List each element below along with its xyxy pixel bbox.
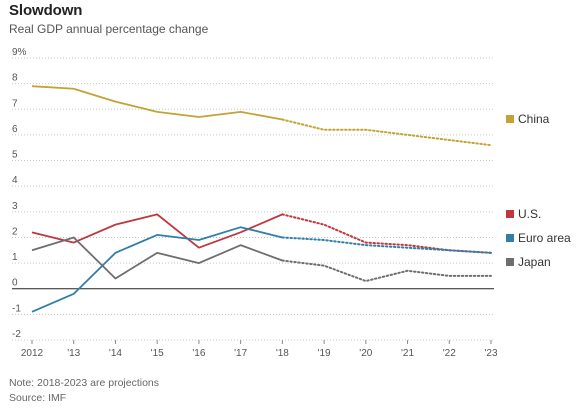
projection-note: Note: 2018-2023 are projections bbox=[9, 377, 160, 389]
x-tick-label: '14 bbox=[109, 348, 122, 359]
series-lines bbox=[31, 85, 492, 313]
x-tick-label: '13 bbox=[67, 348, 80, 359]
source-note: Source: IMF bbox=[9, 392, 67, 404]
y-tick-label: 9% bbox=[12, 47, 27, 58]
legend-swatch-japan bbox=[506, 258, 514, 266]
y-tick-label: 7 bbox=[12, 98, 18, 109]
y-tick-label: 2 bbox=[12, 226, 18, 237]
grid bbox=[12, 57, 494, 341]
x-tick-label: '22 bbox=[443, 348, 456, 359]
series-line-euro-area-actual bbox=[31, 226, 283, 313]
y-tick-label: 5 bbox=[12, 150, 18, 161]
x-tick-label: 2012 bbox=[21, 348, 44, 359]
y-tick-label: -1 bbox=[12, 303, 21, 314]
x-tick-label: '18 bbox=[276, 348, 289, 359]
series-line-japan-actual bbox=[31, 236, 283, 280]
x-tick-label: '16 bbox=[192, 348, 205, 359]
legend-label-china: China bbox=[518, 112, 550, 126]
y-tick-label: -2 bbox=[12, 329, 21, 340]
legend-label-japan: Japan bbox=[518, 255, 551, 269]
legend-swatch-euro-area bbox=[506, 234, 514, 242]
chart-footnotes: Note: 2018-2023 are projections Source: … bbox=[9, 376, 159, 406]
y-tick-label: 6 bbox=[12, 124, 18, 135]
legend: China U.S. Euro area Japan bbox=[506, 112, 571, 269]
series-line-china-actual bbox=[31, 85, 283, 121]
chart-subtitle: Real GDP annual percentage change bbox=[9, 22, 209, 36]
x-tick-label: '21 bbox=[401, 348, 414, 359]
series-line-japan-projection bbox=[281, 259, 492, 283]
chart-title: Slowdown bbox=[9, 2, 83, 19]
y-tick-label: 3 bbox=[12, 201, 18, 212]
series-line-u-s-actual bbox=[31, 213, 283, 249]
x-tick-label: '15 bbox=[151, 348, 164, 359]
y-tick-label: 0 bbox=[12, 278, 18, 289]
series-line-china-projection bbox=[281, 118, 492, 147]
x-tick-label: '20 bbox=[359, 348, 372, 359]
series-line-euro-area-projection bbox=[281, 236, 492, 254]
legend-swatch-u-s bbox=[506, 210, 514, 218]
x-tick-label: '19 bbox=[318, 348, 331, 359]
y-tick-label: 1 bbox=[12, 252, 18, 263]
y-tick-label: 8 bbox=[12, 73, 18, 84]
legend-label-u-s: U.S. bbox=[518, 207, 541, 221]
x-tick-label: '17 bbox=[234, 348, 247, 359]
legend-label-euro-area: Euro area bbox=[518, 231, 571, 245]
y-tick-label: 4 bbox=[12, 175, 18, 186]
legend-swatch-china bbox=[506, 115, 514, 123]
x-tick-label: '23 bbox=[484, 348, 497, 359]
